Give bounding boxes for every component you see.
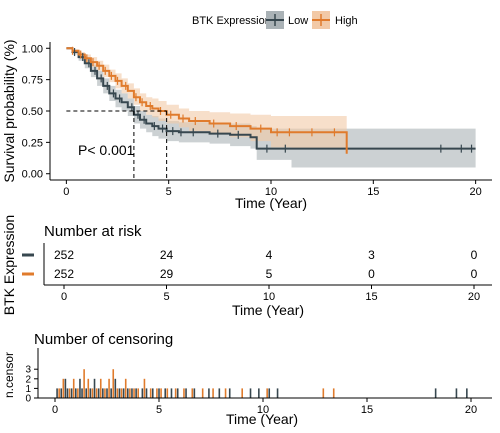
- censoring-x-ticks: 0 5 10 15 20: [52, 398, 477, 416]
- censoring-title: Number of censoring: [34, 331, 173, 348]
- censoring-bars: [56, 369, 468, 398]
- survival-panel: 0.00 0.25 0.50 0.75 1.00 0 5 10 15 20 P< 0.001 S…: [1, 39, 492, 211]
- legend-label-high: High: [335, 15, 358, 27]
- risk-cell-high: 5: [266, 267, 273, 281]
- censoring-x-tick-label: 20: [465, 404, 477, 416]
- risk-cell-low: 0: [471, 248, 478, 262]
- survival-curves: [66, 47, 476, 154]
- risk-cell-low: 252: [54, 248, 74, 262]
- risk-cell-high: 0: [471, 267, 478, 281]
- risk-x-tick-label: 0: [61, 291, 67, 303]
- censoring-x-axis-title: Time (Year): [226, 411, 298, 427]
- ci-band-low: [66, 48, 476, 168]
- risk-x-tick-label: 20: [468, 291, 480, 303]
- x-tick-label: 10: [265, 186, 277, 198]
- legend: BTK Expression Low High: [192, 11, 358, 29]
- risk-table-title: Number at risk: [44, 223, 142, 240]
- y-axis-title: Survival probability (%): [1, 39, 17, 182]
- risk-x-tick-label: 15: [365, 291, 377, 303]
- censoring-y-tick-label: 1: [25, 384, 31, 395]
- censoring-y-tick-label: 0: [25, 394, 31, 405]
- risk-cell-high: 0: [368, 267, 375, 281]
- x-axis-title: Time (Year): [235, 195, 307, 211]
- y-tick-label: 0.75: [22, 75, 43, 87]
- y-ticks: 0.00 0.25 0.50 0.75 1.00: [22, 43, 50, 181]
- survival-curve-high: [66, 47, 348, 154]
- x-tick-label: 20: [470, 186, 482, 198]
- risk-cell-high: 29: [160, 267, 174, 281]
- p-value-annotation: P< 0.001: [78, 142, 135, 158]
- y-tick-label: 0.00: [22, 169, 43, 181]
- legend-label-low: Low: [288, 15, 308, 27]
- x-ticks: 0 5 10 15 20: [63, 180, 482, 198]
- risk-cell-low: 3: [368, 248, 375, 262]
- risk-x-ticks: 0 5 10 15 20: [61, 285, 480, 303]
- censoring-x-tick-label: 0: [52, 404, 58, 416]
- risk-x-tick-label: 10: [263, 291, 275, 303]
- legend-key-high: [312, 11, 330, 29]
- ci-band-high: [66, 48, 347, 174]
- y-tick-label: 0.50: [22, 106, 43, 118]
- legend-title: BTK Expression: [192, 15, 271, 27]
- censor-marks: [71, 46, 473, 153]
- censoring-x-tick-label: 10: [257, 404, 269, 416]
- censoring-y-tick-label: 2: [25, 374, 31, 385]
- risk-cell-high: 252: [54, 267, 74, 281]
- x-tick-label: 5: [166, 186, 172, 198]
- y-tick-label: 1.00: [22, 43, 43, 55]
- x-tick-label: 15: [367, 186, 379, 198]
- risk-cell-low: 4: [266, 248, 273, 262]
- legend-key-low: [266, 11, 284, 29]
- risk-table-panel: Number at risk BTK Expression 252 24 4 3 025…: [1, 215, 492, 318]
- risk-cells: 252 24 4 3 0 252 29 5 0 0: [54, 248, 478, 281]
- median-lines: [66, 110, 168, 180]
- risk-x-axis-title: Time (Year): [232, 302, 304, 318]
- risk-cell-low: 24: [160, 248, 174, 262]
- x-tick-label: 0: [63, 186, 69, 198]
- survival-curve-low: [66, 47, 476, 150]
- risk-table-y-title: BTK Expression: [1, 215, 17, 315]
- censoring-y-tick-label: 3: [25, 365, 31, 376]
- risk-x-tick-label: 5: [163, 291, 169, 303]
- confidence-bands: [66, 48, 476, 174]
- censoring-y-title: n.censor: [2, 352, 16, 398]
- censoring-x-tick-label: 5: [156, 404, 162, 416]
- censoring-x-tick-label: 15: [361, 404, 373, 416]
- y-tick-label: 0.25: [22, 137, 43, 149]
